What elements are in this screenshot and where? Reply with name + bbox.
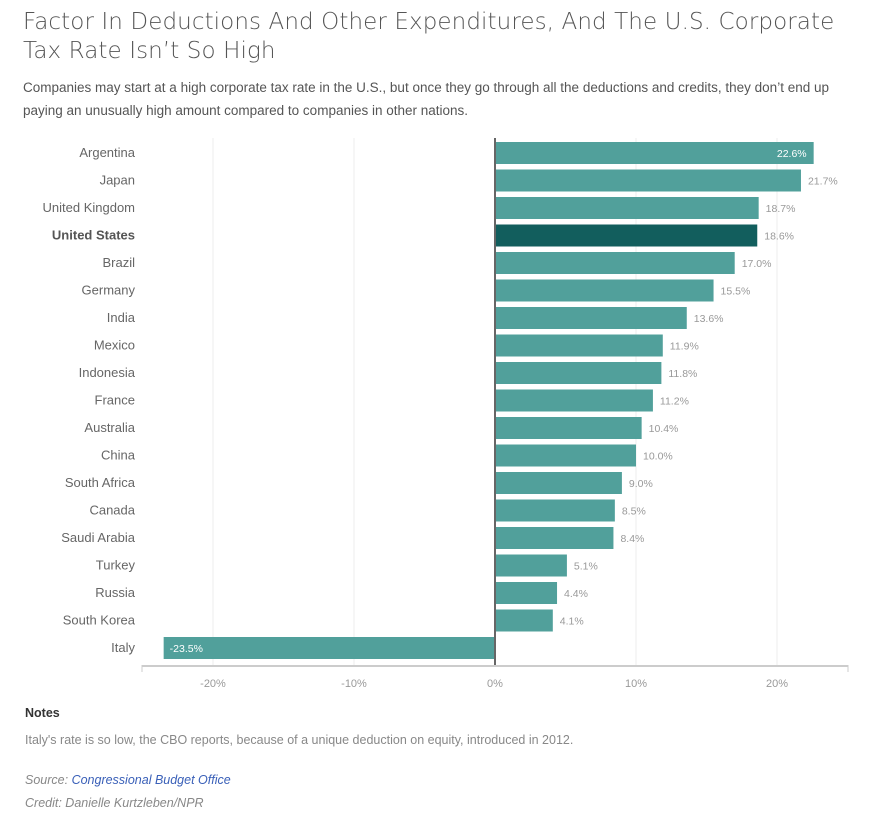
data-label: 11.8% <box>668 368 697 380</box>
x-tick-label: 10% <box>625 678 647 690</box>
bar <box>495 362 662 384</box>
category-label: France <box>95 393 135 408</box>
bar <box>495 499 615 522</box>
data-label: 9.0% <box>629 478 653 490</box>
category-label: Turkey <box>96 558 136 573</box>
bar <box>495 582 558 604</box>
data-label: 5.1% <box>574 561 598 573</box>
data-label: 17.0% <box>742 258 772 270</box>
category-label: Brazil <box>102 255 135 270</box>
credit-line: Credit: Danielle Kurtzleben/NPR <box>25 796 204 810</box>
bar <box>495 472 622 494</box>
bar-chart: Argentina Japan United Kingdom United State… <box>43 138 849 690</box>
x-tick-label: -20% <box>200 678 226 690</box>
bar <box>495 444 636 467</box>
data-label: 21.7% <box>808 176 838 188</box>
category-labels: Argentina Japan United Kingdom United State… <box>43 145 136 655</box>
data-label: 8.5% <box>622 506 646 518</box>
data-label: 4.1% <box>560 616 584 628</box>
category-label: Russia <box>95 585 136 600</box>
category-label: United Kingdom <box>43 200 136 215</box>
category-label: Argentina <box>79 145 135 160</box>
bar <box>495 142 814 164</box>
bar <box>495 307 687 329</box>
x-tick-label: 0% <box>487 678 503 690</box>
x-axis: -20% -10% 0% 10% 20% <box>141 138 849 690</box>
category-label: United States <box>52 228 135 243</box>
bar <box>495 169 801 192</box>
notes-text: Italy's rate is so low, the CBO reports,… <box>25 733 574 747</box>
category-label: Italy <box>111 640 135 655</box>
category-label: Japan <box>100 173 135 188</box>
x-tick-label: -10% <box>341 678 367 690</box>
category-label: India <box>107 310 136 325</box>
data-label: 13.6% <box>694 313 724 325</box>
data-label: 10.0% <box>643 451 673 463</box>
category-label: Australia <box>84 420 135 435</box>
bar <box>495 527 614 549</box>
data-label: 4.4% <box>564 588 588 600</box>
bar <box>495 224 758 247</box>
chart-subtitle: Companies may start at a high corporate … <box>23 80 829 118</box>
data-labels: 22.6% 21.7% 18.7% 18.6% 17.0% 15.5% 13.6% 11.9%… <box>170 148 838 655</box>
bars <box>163 142 814 659</box>
bar <box>495 279 714 302</box>
category-label: Mexico <box>94 338 135 353</box>
data-label: 18.7% <box>766 203 796 215</box>
data-label: 11.2% <box>660 396 689 408</box>
category-label: South Africa <box>65 475 136 490</box>
category-label: Saudi Arabia <box>61 530 135 545</box>
category-label: Indonesia <box>79 365 136 380</box>
bar <box>495 334 663 357</box>
bar <box>163 637 495 659</box>
category-label: Germany <box>82 283 136 298</box>
bar <box>495 609 553 632</box>
data-label: 22.6% <box>777 148 807 160</box>
category-label: China <box>101 448 136 463</box>
data-label: -23.5% <box>170 643 203 655</box>
source-line: Source: Congressional Budget Office <box>25 773 231 787</box>
chart-title: Factor In Deductions And Other Expenditu… <box>23 9 835 64</box>
notes-heading: Notes <box>25 706 60 720</box>
bar <box>495 252 735 274</box>
x-tick-label: 20% <box>766 678 788 690</box>
data-label: 10.4% <box>649 423 679 435</box>
source-prefix: Source: <box>25 773 72 787</box>
source-link[interactable]: Congressional Budget Office <box>71 773 231 787</box>
bar <box>495 389 653 412</box>
data-label: 11.9% <box>670 341 699 353</box>
data-label: 8.4% <box>620 533 644 545</box>
bar <box>495 417 642 439</box>
category-label: South Korea <box>63 613 136 628</box>
bar <box>495 554 567 577</box>
data-label: 18.6% <box>764 231 794 243</box>
bar <box>495 197 759 219</box>
data-label: 15.5% <box>721 286 751 298</box>
category-label: Canada <box>89 503 135 518</box>
